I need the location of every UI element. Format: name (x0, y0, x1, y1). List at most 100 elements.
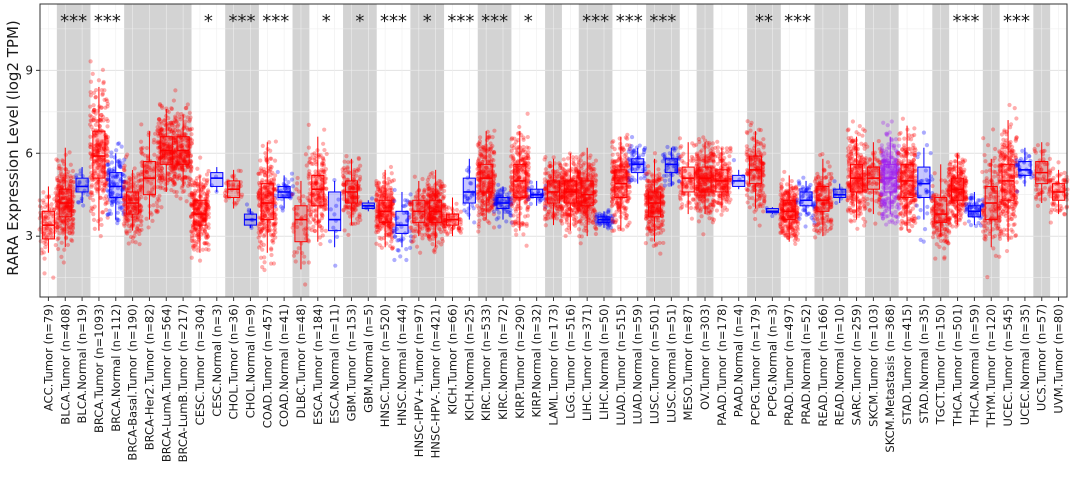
data-point (71, 222, 76, 228)
data-point (564, 227, 569, 233)
data-point (475, 196, 480, 201)
data-point (561, 173, 566, 178)
data-point (584, 228, 589, 234)
data-point (67, 206, 72, 211)
data-point (239, 192, 245, 197)
data-point (543, 154, 548, 160)
data-point (157, 197, 162, 203)
data-point (55, 158, 60, 163)
data-point (44, 241, 49, 247)
data-point (47, 220, 52, 225)
data-point (425, 177, 430, 183)
data-point (103, 200, 109, 205)
data-point (105, 162, 110, 167)
data-point (358, 163, 363, 168)
data-point (319, 228, 324, 233)
data-point (268, 172, 274, 177)
data-point (289, 177, 295, 182)
data-point (324, 206, 329, 211)
data-point (56, 235, 61, 241)
data-point (159, 127, 164, 132)
data-point (49, 231, 54, 236)
data-point (273, 139, 278, 144)
data-point (144, 145, 150, 151)
data-point (256, 235, 261, 240)
data-point (43, 245, 48, 250)
data-point (151, 140, 156, 145)
data-point (67, 194, 72, 199)
data-point (155, 161, 160, 166)
data-point (376, 187, 381, 192)
data-point (88, 151, 93, 156)
data-point (155, 204, 160, 209)
data-point (204, 247, 209, 252)
data-point (556, 171, 562, 177)
data-point (200, 247, 205, 252)
data-point (71, 220, 76, 226)
data-point (272, 228, 277, 233)
data-point (464, 210, 469, 215)
data-point (293, 259, 298, 264)
data-point (97, 124, 102, 129)
data-point (587, 155, 592, 161)
data-point (477, 218, 482, 223)
data-point (102, 97, 107, 103)
data-point (317, 235, 323, 240)
data-point (65, 190, 70, 195)
data-point (90, 183, 95, 188)
data-point (350, 213, 355, 218)
data-point (418, 250, 423, 255)
data-point (53, 190, 58, 195)
data-point (444, 207, 449, 212)
data-point (302, 254, 307, 259)
data-point (510, 157, 516, 163)
data-point (174, 193, 179, 199)
data-point (51, 275, 56, 280)
data-point (131, 182, 136, 187)
data-point (54, 221, 59, 226)
data-point (69, 175, 74, 180)
data-point (61, 182, 66, 188)
data-point (41, 200, 46, 205)
data-point (511, 213, 516, 218)
data-point (93, 94, 98, 100)
data-point (269, 246, 274, 251)
data-point (508, 197, 514, 202)
data-point (412, 174, 417, 179)
data-point (318, 241, 323, 247)
data-point (77, 180, 82, 186)
data-point (59, 172, 64, 177)
data-point (167, 129, 172, 135)
group-shade (225, 4, 259, 297)
data-point (116, 217, 121, 223)
data-point (139, 150, 144, 156)
data-point (62, 209, 67, 214)
data-point (55, 228, 60, 233)
data-point (59, 240, 64, 245)
data-point (157, 101, 162, 107)
data-point (103, 105, 108, 110)
data-point (375, 224, 380, 229)
data-point (101, 118, 106, 123)
data-point (204, 180, 209, 186)
data-point (606, 226, 611, 231)
data-point (65, 189, 71, 194)
data-point (102, 88, 107, 93)
data-point (88, 59, 93, 64)
data-point (624, 165, 629, 170)
data-point (471, 206, 476, 211)
data-point (66, 208, 72, 213)
data-point (267, 168, 272, 173)
data-point (99, 222, 104, 228)
data-point (116, 159, 121, 165)
data-point (65, 197, 71, 202)
data-point (269, 261, 274, 266)
data-point (223, 198, 228, 203)
data-point (411, 235, 416, 240)
data-point (90, 71, 95, 76)
data-point (321, 141, 326, 146)
data-point (58, 223, 63, 228)
data-point (146, 132, 151, 138)
data-point (409, 225, 414, 230)
data-point (407, 245, 413, 250)
